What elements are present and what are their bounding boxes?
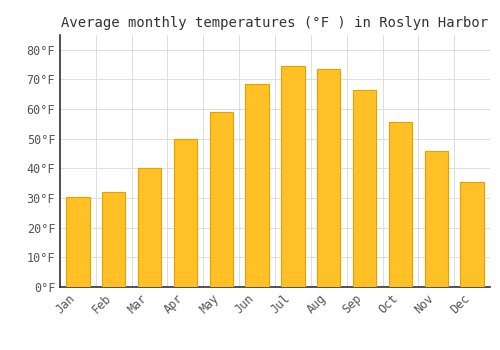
Bar (282, 66, 304, 287)
Bar (317, 69, 340, 287)
Title: Average monthly temperatures (°F ) in Roslyn Harbor: Average monthly temperatures (°F ) in Ro… (62, 16, 488, 30)
Bar (210, 112, 233, 287)
Bar (424, 150, 448, 287)
Bar (174, 139, 197, 287)
Bar (460, 182, 483, 287)
Bar (246, 84, 268, 287)
Bar (102, 192, 126, 287)
Bar (353, 90, 376, 287)
Bar (389, 122, 412, 287)
Bar (138, 168, 161, 287)
Bar (66, 197, 90, 287)
